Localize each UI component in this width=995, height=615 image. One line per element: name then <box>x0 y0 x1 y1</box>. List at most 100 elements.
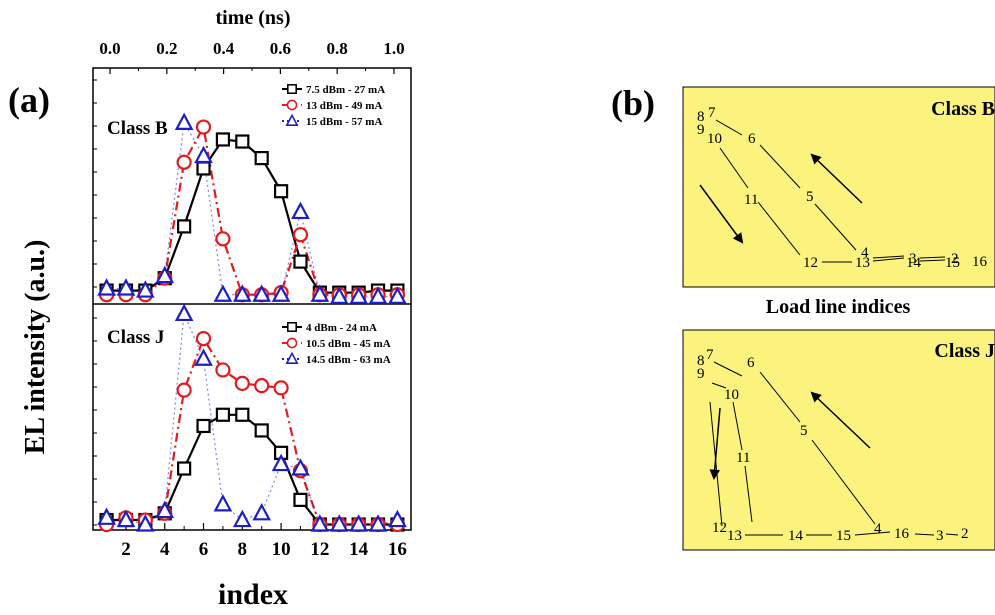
data-point <box>349 514 368 532</box>
legend-entry: 7.5 dBm - 27 mA <box>306 84 385 96</box>
data-point <box>232 284 252 302</box>
data-point <box>213 284 233 302</box>
subplot-title: Class J <box>107 327 165 348</box>
legend-marker <box>287 322 297 332</box>
y-axis-title: EL intensity (a.u.) <box>20 240 51 455</box>
bottom-tick-label: 6 <box>199 539 209 560</box>
legend-entry: 14.5 dBm - 63 mA <box>306 354 391 366</box>
class-j-box-label: Class J <box>934 340 995 362</box>
svg-text:3: 3 <box>936 528 944 544</box>
legend-entry: 4 dBm - 24 mA <box>306 322 377 334</box>
svg-text:5: 5 <box>800 423 808 439</box>
data-point <box>232 509 252 528</box>
svg-text:12: 12 <box>712 520 727 536</box>
svg-text:2: 2 <box>961 526 969 542</box>
svg-text:4: 4 <box>861 245 869 261</box>
svg-text:11: 11 <box>736 450 750 466</box>
subplot-title: Class B <box>107 118 168 139</box>
panel-b-label: (b) <box>611 83 655 123</box>
top-tick-label: 0.0 <box>99 39 120 58</box>
svg-text:7: 7 <box>708 105 716 121</box>
subplot-class-j: Class J 4 dBm - 24 mA 10.5 dBm - 45 mA 14.5… <box>97 303 407 533</box>
series-line <box>106 413 398 526</box>
class-b-box-label: Class B <box>931 98 995 120</box>
data-point <box>293 254 308 269</box>
data-point <box>252 502 272 521</box>
x-axis-title: index <box>218 578 288 611</box>
data-point <box>196 418 211 434</box>
legend-entry: 10.5 dBm - 45 mA <box>306 338 391 350</box>
data-point <box>368 286 388 304</box>
data-point <box>254 378 270 394</box>
data-point <box>293 492 308 507</box>
series-line <box>106 311 398 526</box>
data-point <box>174 112 194 131</box>
data-point <box>177 219 192 234</box>
data-point <box>368 514 388 532</box>
svg-text:6: 6 <box>747 355 755 371</box>
panel-a: (a) time (ns) EL intensity (a.u.) index … <box>8 7 412 611</box>
arrow-up-left <box>810 391 871 449</box>
top-tick-label: 0.8 <box>327 39 348 58</box>
top-axis-title: time (ns) <box>216 7 291 29</box>
svg-text:13: 13 <box>855 255 870 271</box>
top-axis-ticks: 0.0 0.2 0.4 0.6 0.8 1.0 <box>99 39 405 74</box>
data-point <box>194 145 213 164</box>
svg-text:11: 11 <box>744 192 758 208</box>
svg-text:8: 8 <box>697 353 705 369</box>
bottom-tick-label: 14 <box>349 539 369 560</box>
data-point <box>329 286 349 304</box>
data-point <box>329 514 349 532</box>
svg-text:10: 10 <box>707 131 722 147</box>
yellow-box-top <box>682 86 995 288</box>
bottom-tick-label: 2 <box>121 539 131 560</box>
top-tick-label: 0.6 <box>270 39 291 58</box>
legend: 4 dBm - 24 mA 10.5 dBm - 45 mA 14.5 dBm - … <box>282 322 391 366</box>
data-point <box>116 509 136 528</box>
svg-text:9: 9 <box>697 366 705 382</box>
data-point <box>196 161 211 176</box>
top-tick-label: 1.0 <box>383 39 404 58</box>
data-point <box>234 375 250 391</box>
bottom-tick-label: 10 <box>272 539 291 560</box>
legend: 7.5 dBm - 27 mA 13 dBm - 49 mA 15 dBm - 57… <box>282 84 385 128</box>
yellow-box-bottom <box>682 329 995 551</box>
data-point <box>291 201 310 220</box>
svg-text:15: 15 <box>945 255 960 271</box>
svg-text:14: 14 <box>788 528 804 544</box>
data-point <box>195 331 212 347</box>
left-axis-minor-ticks <box>93 79 97 526</box>
svg-text:9: 9 <box>697 122 705 138</box>
data-point <box>195 119 212 135</box>
bottom-tick-label: 8 <box>238 539 248 560</box>
data-point <box>291 458 310 476</box>
data-point <box>273 184 289 199</box>
data-point <box>271 284 291 302</box>
subplot-class-b: Class B 7.5 dBm - 27 mA 13 dBm - 49 mA 15 d… <box>97 84 407 304</box>
legend-marker <box>287 84 297 94</box>
legend-marker <box>286 99 298 111</box>
svg-text:16: 16 <box>894 526 910 542</box>
data-point <box>292 227 309 243</box>
svg-text:5: 5 <box>806 189 814 205</box>
svg-text:12: 12 <box>803 255 818 271</box>
data-point <box>174 303 194 322</box>
svg-text:14: 14 <box>906 255 922 271</box>
data-point <box>97 278 116 296</box>
data-point <box>215 132 231 147</box>
data-point <box>235 134 250 149</box>
bottom-tick-label: 4 <box>160 539 170 560</box>
data-point <box>349 286 368 304</box>
svg-text:8: 8 <box>697 109 705 125</box>
data-point <box>97 507 116 525</box>
top-tick-label: 0.4 <box>213 39 235 58</box>
svg-text:13: 13 <box>727 528 742 544</box>
data-point <box>388 509 407 528</box>
arrow-down-left <box>699 184 744 244</box>
data-point <box>273 380 289 396</box>
data-point <box>271 453 291 472</box>
series-line <box>106 138 398 294</box>
